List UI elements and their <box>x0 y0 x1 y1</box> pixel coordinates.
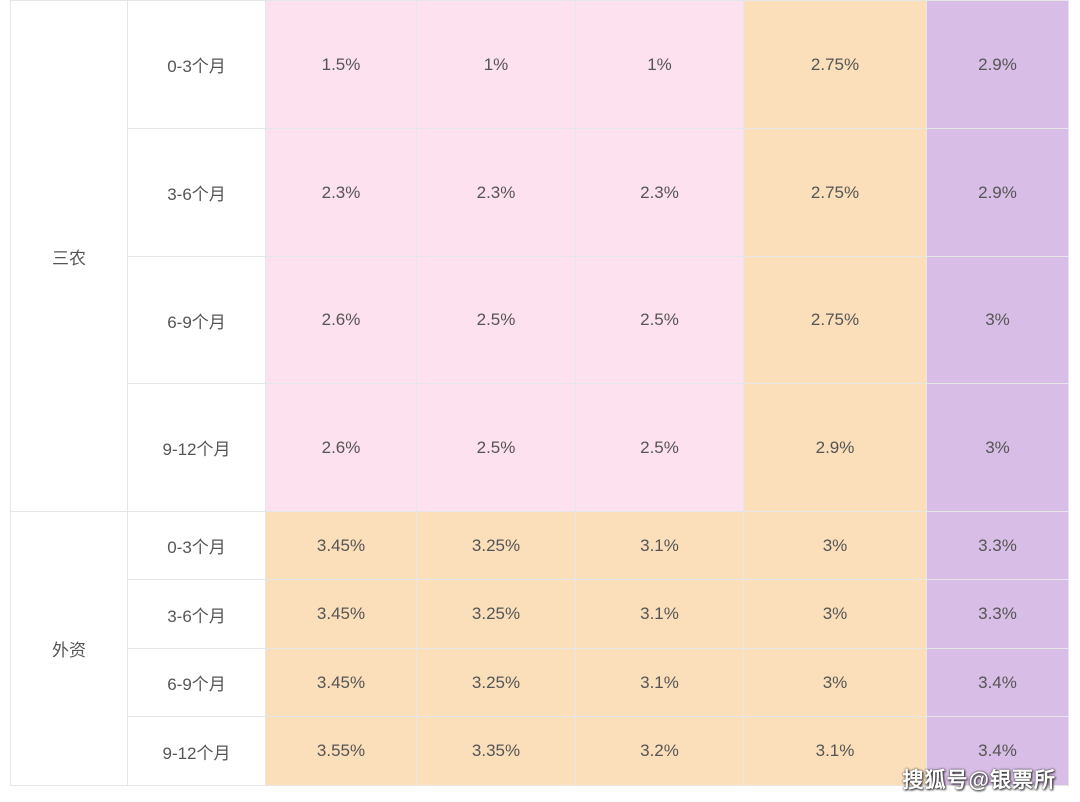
rate-cell: 2.9% <box>926 128 1069 257</box>
table-row: 三农 0-3个月 1.5% 1% 1% 2.75% 2.9% <box>10 0 1069 512</box>
rate-cell: 3.1% <box>575 511 744 580</box>
watermark-text: 搜狐号@银票所 <box>902 769 1056 792</box>
rate-cell: 1% <box>416 0 576 129</box>
term-label: 0-3个月 <box>127 0 266 129</box>
table-row: 6-9个月 2.6% 2.5% 2.5% 2.75% 3% <box>11 256 1069 384</box>
rate-cell: 2.5% <box>575 383 744 512</box>
rate-cell: 3.45% <box>265 648 417 717</box>
rate-cell: 3.25% <box>416 511 576 580</box>
table-row: 9-12个月 3.55% 3.35% 3.2% 3.1% 3.4% <box>11 716 1069 786</box>
table-row: 6-9个月 3.45% 3.25% 3.1% 3% 3.4% <box>11 648 1069 717</box>
term-label: 0-3个月 <box>127 511 266 580</box>
rate-cell: 2.3% <box>416 128 576 257</box>
table-row: 9-12个月 2.6% 2.5% 2.5% 2.9% 3% <box>11 383 1069 512</box>
table-body: 三农 0-3个月 1.5% 1% 1% 2.75% 2.9% 3-6个月 2.3% 2.3% 2.3… <box>10 0 1069 786</box>
rate-cell: 1% <box>575 0 744 129</box>
category-label: 外资 <box>10 511 128 786</box>
rate-cell: 2.6% <box>265 256 417 384</box>
rate-cell: 3% <box>926 256 1069 384</box>
rate-cell: 3.45% <box>265 579 417 649</box>
rate-cell: 2.9% <box>743 383 927 512</box>
rate-cell: 3.45% <box>265 511 417 580</box>
term-label: 3-6个月 <box>127 579 266 649</box>
term-label: 6-9个月 <box>127 256 266 384</box>
rate-cell: 2.3% <box>575 128 744 257</box>
rate-cell: 3.2% <box>575 716 744 786</box>
rate-cell: 3% <box>926 383 1069 512</box>
rate-cell: 3.4% <box>926 716 1069 786</box>
category-label: 三农 <box>10 0 128 512</box>
rate-cell: 3.1% <box>575 579 744 649</box>
rate-cell: 1.5% <box>265 0 417 129</box>
rate-cell: 2.6% <box>265 383 417 512</box>
rate-cell: 3.3% <box>926 579 1069 649</box>
rate-cell: 2.5% <box>416 383 576 512</box>
rate-cell: 3% <box>743 579 927 649</box>
term-label: 6-9个月 <box>127 648 266 717</box>
rate-cell: 3.1% <box>743 716 927 786</box>
rate-cell: 3.1% <box>575 648 744 717</box>
term-label: 9-12个月 <box>127 383 266 512</box>
rate-cell: 3% <box>743 648 927 717</box>
rate-cell: 2.5% <box>575 256 744 384</box>
rate-cell: 2.75% <box>743 0 927 129</box>
rate-cell: 2.75% <box>743 128 927 257</box>
table-row: 外资 0-3个月 3.45% 3.25% 3.1% 3% 3.3% <box>10 511 1069 786</box>
rate-cell: 2.5% <box>416 256 576 384</box>
rate-cell: 2.9% <box>926 0 1069 129</box>
rate-cell: 3.25% <box>416 648 576 717</box>
rate-cell: 3.55% <box>265 716 417 786</box>
rate-cell: 2.75% <box>743 256 927 384</box>
rate-cell: 3% <box>743 511 927 580</box>
rate-cell: 3.4% <box>926 648 1069 717</box>
rate-cell: 3.25% <box>416 579 576 649</box>
term-label: 9-12个月 <box>127 716 266 786</box>
rate-cell: 3.3% <box>926 511 1069 580</box>
rate-cell: 2.3% <box>265 128 417 257</box>
term-label: 3-6个月 <box>127 128 266 257</box>
rate-table: 三农 0-3个月 1.5% 1% 1% 2.75% 2.9% 3-6个月 2.3% 2.3% 2.3… <box>10 0 1069 786</box>
table-row: 3-6个月 2.3% 2.3% 2.3% 2.75% 2.9% <box>11 128 1069 257</box>
rate-cell: 3.35% <box>416 716 576 786</box>
table-row: 3-6个月 3.45% 3.25% 3.1% 3% 3.3% <box>11 579 1069 649</box>
